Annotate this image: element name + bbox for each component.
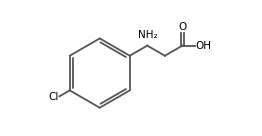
Text: OH: OH [196,41,212,51]
Text: Cl: Cl [48,92,59,102]
Text: NH₂: NH₂ [138,30,158,40]
Text: O: O [178,22,187,32]
